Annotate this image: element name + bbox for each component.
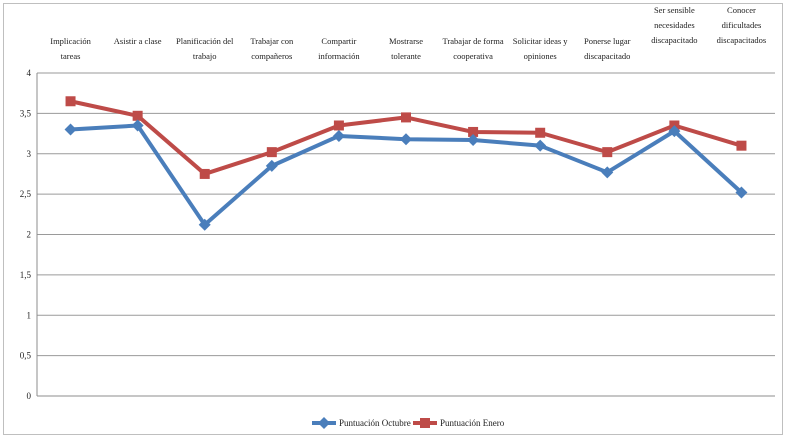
category-labels: Implicación tareas Asistir a clase Planific… bbox=[50, 5, 766, 61]
category-label: Compartir información bbox=[318, 36, 360, 61]
data-point bbox=[668, 125, 681, 138]
category-label: Planificación del trabajo bbox=[176, 36, 234, 61]
data-point bbox=[132, 110, 143, 121]
data-point bbox=[467, 134, 480, 147]
data-point bbox=[199, 168, 210, 179]
y-tick-label: 3 bbox=[27, 149, 32, 159]
y-axis-ticks: 0 0,5 1 1,5 2 2,5 3 3,5 4 bbox=[20, 68, 32, 401]
data-point bbox=[333, 120, 344, 131]
legend-marker bbox=[318, 417, 330, 429]
data-point bbox=[601, 166, 614, 179]
y-tick-label: 1 bbox=[27, 310, 32, 320]
category-label: Conocer dificultades discapacitados bbox=[717, 5, 767, 45]
data-point bbox=[266, 147, 277, 158]
y-tick-label: 0,5 bbox=[20, 351, 32, 361]
category-label: Trabajar de forma cooperativa bbox=[443, 36, 504, 61]
category-label: Ser sensible necesidades discapacitado bbox=[651, 5, 697, 45]
category-label: Mostrarse tolerante bbox=[389, 36, 423, 61]
category-label: Ponerse lugar discapacitado bbox=[584, 36, 631, 61]
y-tick-label: 2 bbox=[27, 230, 32, 240]
legend-label: Puntuación Enero bbox=[440, 418, 505, 428]
data-point bbox=[535, 127, 546, 138]
data-point bbox=[736, 140, 747, 151]
data-point bbox=[602, 147, 613, 158]
data-point bbox=[400, 133, 412, 146]
category-label: Solicitar ideas y opiniones bbox=[513, 36, 569, 61]
legend: Puntuación Octubre Puntuación Enero bbox=[312, 417, 505, 429]
data-point bbox=[64, 123, 77, 136]
y-tick-label: 1,5 bbox=[20, 270, 32, 280]
y-tick-label: 3,5 bbox=[20, 108, 32, 118]
grid-lines bbox=[36, 72, 775, 397]
data-point bbox=[735, 186, 748, 199]
legend-marker bbox=[420, 418, 430, 428]
data-point bbox=[65, 96, 76, 107]
y-tick-label: 2,5 bbox=[20, 189, 32, 199]
y-tick-label: 4 bbox=[27, 68, 32, 78]
data-point bbox=[265, 159, 278, 172]
data-point bbox=[401, 112, 411, 123]
data-point bbox=[198, 218, 211, 231]
y-tick-label: 0 bbox=[27, 391, 32, 401]
legend-label: Puntuación Octubre bbox=[339, 418, 411, 428]
category-label: Asistir a clase bbox=[114, 36, 162, 46]
data-point bbox=[468, 126, 479, 137]
data-point bbox=[534, 139, 547, 152]
category-label: Implicación tareas bbox=[50, 36, 91, 61]
series-lines bbox=[64, 96, 748, 231]
category-label: Trabajar con compañeros bbox=[250, 36, 294, 61]
data-point bbox=[131, 119, 144, 132]
data-point bbox=[332, 129, 345, 142]
chart-frame bbox=[3, 3, 783, 435]
